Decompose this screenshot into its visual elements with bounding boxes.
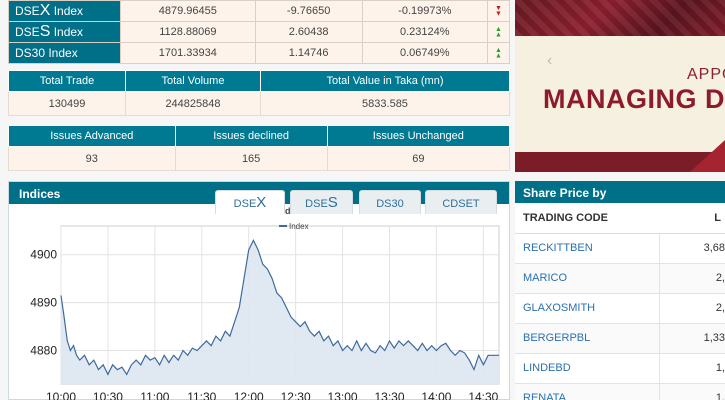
trade-stat-header: Total Volume (124, 70, 261, 92)
share-code-link[interactable]: MARICO (515, 263, 660, 294)
issue-stat-header: Issues declined (174, 125, 328, 147)
x-tick-label: 11:30 (187, 390, 216, 400)
share-row[interactable]: LINDEBD 1, (515, 353, 725, 384)
index-value: 1128.88069 (120, 21, 256, 43)
index-value: 1701.33934 (120, 42, 256, 64)
arrow-down-icon: ▼▼ (494, 3, 503, 16)
index-percent: -0.19973% (361, 0, 489, 22)
index-change: 1.14746 (254, 42, 363, 64)
share-code-link[interactable]: RENATA (515, 383, 660, 400)
col-value[interactable]: L (659, 203, 725, 234)
x-tick-label: 14:00 (421, 390, 451, 400)
index-value: 4879.96455 (120, 0, 256, 22)
share-value: 1, (659, 383, 725, 400)
share-row[interactable]: BERGERPBL 1,33 (515, 323, 725, 354)
trade-stats-table: Total Trade Total Volume Total Value in Ta… (8, 70, 511, 116)
x-tick-label: 12:30 (281, 390, 311, 400)
x-tick-label: 13:00 (328, 390, 358, 400)
share-row[interactable]: RENATA 1, (515, 383, 725, 400)
trade-stat-header: Total Trade (8, 70, 126, 92)
share-price-panel: Share Price by TRADING CODE L RECKITTBEN… (515, 181, 725, 400)
share-row[interactable]: RECKITTBEN 3,68 (515, 233, 725, 264)
trade-stat-value: 130499 (8, 91, 126, 116)
index-name[interactable]: DSEX Index (8, 0, 121, 22)
trade-stat-value: 5833.585 (259, 91, 511, 116)
share-row[interactable]: GLAXOSMITH 2, (515, 293, 725, 324)
x-tick-label: 10:00 (46, 390, 76, 400)
share-code-link[interactable]: RECKITTBEN (515, 233, 660, 264)
issue-stat-value: 69 (326, 146, 511, 171)
share-code-link[interactable]: BERGERPBL (515, 323, 660, 354)
share-value: 1,33 (659, 323, 725, 354)
share-value: 2, (659, 293, 725, 324)
issue-stat-header: Issues Unchanged (326, 125, 511, 147)
x-tick-label: 14:30 (468, 390, 498, 400)
series-line (60, 239, 499, 376)
share-price-table: TRADING CODE L RECKITTBEN 3,68 MARICO 2, GLA… (515, 203, 725, 400)
index-row[interactable]: DS30 Index 1701.33934 1.14746 0.06749% ▲▲ (8, 42, 510, 64)
y-tick-label: 4890 (30, 296, 57, 310)
issue-stat-value: 165 (174, 146, 328, 171)
index-name[interactable]: DS30 Index (8, 42, 121, 64)
share-value: 1, (659, 353, 725, 384)
share-row[interactable]: MARICO 2, (515, 263, 725, 294)
share-code-link[interactable]: LINDEBD (515, 353, 660, 384)
banner-line1: APPO (687, 66, 725, 83)
share-panel-title: Share Price by (515, 181, 725, 203)
issue-stats-table: Issues Advanced Issues declined Issues Unc… (8, 125, 511, 171)
trade-stat-value: 244825848 (124, 91, 261, 116)
tab-index-3[interactable]: CDSET (425, 190, 497, 214)
index-percent: 0.06749% (361, 42, 489, 64)
share-value: 3,68 (659, 233, 725, 264)
advert-banner[interactable]: ‹ APPO MANAGING D (515, 0, 725, 172)
banner-top-band (515, 0, 725, 36)
x-tick-label: 12:00 (234, 390, 264, 400)
issue-stat-header: Issues Advanced (8, 125, 176, 147)
arrow-up-icon: ▲▲ (494, 24, 503, 37)
tab-index-2[interactable]: DS30 (359, 190, 421, 214)
share-code-link[interactable]: GLAXOSMITH (515, 293, 660, 324)
index-name[interactable]: DSES Index (8, 21, 121, 43)
x-tick-label: 10:30 (93, 390, 123, 400)
series-area (61, 240, 499, 384)
index-change: -9.76650 (254, 0, 363, 22)
index-chart-svg: 10:00 10:30 11:00 11:30 12:00 12:30 13:00 13:30… (30, 206, 500, 400)
index-row[interactable]: DSES Index 1128.88069 2.60438 0.23124% ▲▲ (8, 21, 510, 43)
index-row[interactable]: DSEX Index 4879.96455 -9.76650 -0.19973% ▼▼ (8, 0, 510, 22)
x-tick-label: 13:30 (374, 390, 404, 400)
index-chart: 10:00 10:30 11:00 11:30 12:00 12:30 13:00 13:30… (9, 204, 509, 400)
banner-wedge (690, 140, 725, 172)
index-percent: 0.23124% (361, 21, 489, 43)
indices-panel: Indices 10:00 10:30 11:00 11:30 12:00 12:30 13… (8, 181, 510, 400)
trade-stat-header: Total Value in Taka (mn) (259, 70, 511, 92)
legend-label: Index (289, 222, 309, 231)
index-summary-table: DSEX Index 4879.96455 -9.76650 -0.19973% ▼▼ D… (8, 0, 510, 64)
y-tick-label: 4900 (30, 248, 57, 262)
arrow-up-icon: ▲▲ (494, 45, 503, 58)
share-value: 2, (659, 263, 725, 294)
banner-line2: MANAGING D (543, 84, 725, 114)
issue-stat-value: 93 (8, 146, 176, 171)
chevron-left-icon[interactable]: ‹ (547, 52, 553, 69)
x-tick-label: 11:00 (140, 390, 169, 400)
banner-bottom-band (515, 152, 725, 172)
col-trading-code[interactable]: TRADING CODE (515, 203, 659, 234)
index-change: 2.60438 (254, 21, 363, 43)
y-tick-label: 4880 (30, 343, 57, 357)
tab-index-1[interactable]: DSES (290, 190, 353, 214)
tab-index-0[interactable]: DSEX (215, 190, 285, 214)
